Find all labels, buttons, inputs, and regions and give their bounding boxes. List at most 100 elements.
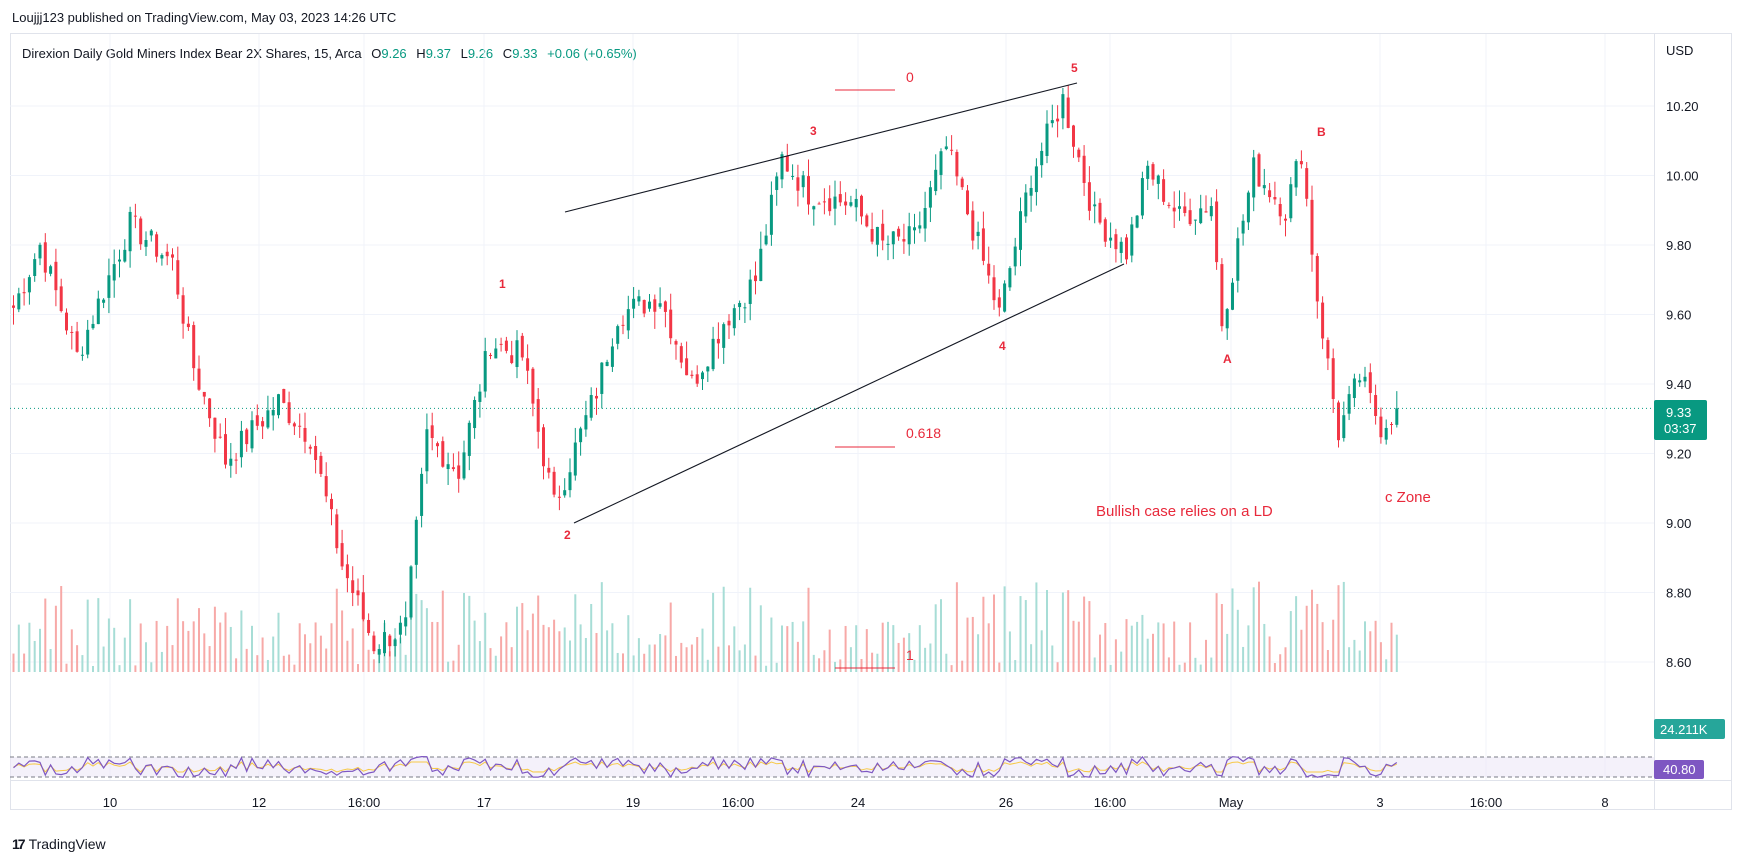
- volume-bar: [1035, 582, 1038, 672]
- volume-bar: [304, 634, 306, 672]
- candle-body: [690, 374, 694, 376]
- candle-body: [213, 417, 217, 439]
- candle-body: [844, 201, 848, 206]
- candle-body: [775, 176, 779, 190]
- volume-bar: [298, 623, 301, 672]
- candle-body: [1162, 179, 1166, 202]
- footer-brand[interactable]: 17 TradingView: [12, 836, 106, 852]
- candle-body: [658, 303, 662, 307]
- volume-bar: [531, 613, 534, 672]
- volume-bar: [526, 630, 529, 672]
- symbol-name[interactable]: Direxion Daily Gold Miners Index Bear 2X…: [22, 46, 362, 61]
- volume-bar: [97, 598, 100, 672]
- candle-body: [648, 301, 651, 309]
- candle-body: [754, 275, 757, 282]
- candle-body: [43, 242, 47, 273]
- candle-body: [176, 260, 180, 295]
- wave-label-b: B: [1317, 125, 1326, 139]
- volume-bar: [770, 617, 773, 672]
- volume-bar: [1353, 639, 1356, 672]
- candle-body: [992, 277, 996, 301]
- candle-body: [902, 239, 906, 242]
- candle-body: [361, 592, 365, 620]
- volume-bar: [341, 610, 344, 672]
- low-label: L: [460, 46, 468, 61]
- volume-bar: [924, 647, 927, 672]
- time-tick-label: 19: [626, 795, 640, 810]
- volume-bar: [1040, 630, 1043, 672]
- candle-body: [335, 514, 339, 549]
- candle-body: [38, 244, 42, 259]
- candle-body: [340, 543, 344, 567]
- candle-body: [1321, 302, 1325, 339]
- candle-body: [621, 324, 625, 326]
- volume-bar: [521, 603, 524, 672]
- candle-body: [1040, 150, 1044, 166]
- volume-bar: [971, 616, 974, 672]
- volume-bar: [1395, 634, 1398, 672]
- candle-body: [632, 298, 636, 309]
- candle-body: [1193, 219, 1197, 221]
- candle-body: [70, 331, 74, 333]
- volume-bar: [590, 604, 593, 672]
- candle-body: [356, 590, 360, 596]
- volume-bar: [1252, 587, 1255, 672]
- volume-bar: [547, 627, 550, 672]
- time-tick-label: 8: [1601, 795, 1608, 810]
- volume-bar: [346, 640, 349, 672]
- candle-body: [372, 635, 376, 652]
- volume-bar: [203, 633, 206, 672]
- volume-bar: [722, 586, 725, 672]
- volume-bar: [1056, 662, 1059, 672]
- price-tick-label: 9.20: [1666, 447, 1691, 462]
- volume-bar: [388, 651, 391, 672]
- volume-bar: [272, 636, 275, 672]
- candle-body: [49, 266, 53, 274]
- volume-bar: [1099, 634, 1101, 672]
- volume-bar: [887, 621, 889, 672]
- candle-body: [679, 346, 683, 363]
- candle-body: [828, 198, 832, 212]
- volume-bar: [1093, 657, 1096, 672]
- candle-body: [1130, 224, 1134, 256]
- candle-body: [271, 410, 275, 416]
- candle-body: [600, 362, 604, 394]
- candle-body: [674, 341, 678, 345]
- wedge-lower-trendline[interactable]: [573, 263, 1125, 524]
- volume-bar: [1205, 639, 1207, 672]
- candle-body: [886, 243, 890, 245]
- volume-bar: [712, 592, 715, 672]
- volume-bar: [892, 625, 895, 672]
- volume-bar: [245, 648, 248, 672]
- candle-body: [1246, 192, 1250, 223]
- candle-body: [1326, 340, 1330, 359]
- candle-body: [1183, 206, 1187, 213]
- candle-body: [542, 427, 545, 467]
- candle-body: [202, 391, 206, 397]
- volume-bar: [288, 654, 291, 672]
- wedge-upper-trendline[interactable]: [564, 82, 1078, 213]
- volume-bar: [1083, 596, 1086, 672]
- candle-body: [1103, 219, 1107, 242]
- volume-bar: [1014, 660, 1017, 672]
- volume-bar: [1210, 657, 1213, 672]
- candle-body: [637, 296, 641, 302]
- candle-body: [955, 151, 959, 177]
- candle-body: [1215, 201, 1219, 263]
- candle-body: [1119, 241, 1123, 253]
- volume-bar: [807, 587, 810, 672]
- volume-bar: [1173, 621, 1176, 672]
- candle-body: [722, 324, 726, 348]
- candle-body: [123, 249, 127, 262]
- volume-bar: [929, 643, 932, 672]
- candle-body: [817, 203, 821, 205]
- candle-body: [250, 420, 254, 449]
- volume-bar: [569, 640, 571, 672]
- candlestick-series: [12, 85, 1399, 664]
- candle-body: [1093, 204, 1097, 207]
- candle-body: [1098, 202, 1102, 223]
- volume-bar: [717, 646, 720, 672]
- bullish-case-note: Bullish case relies on a LD: [1096, 503, 1273, 520]
- candle-body: [875, 226, 879, 245]
